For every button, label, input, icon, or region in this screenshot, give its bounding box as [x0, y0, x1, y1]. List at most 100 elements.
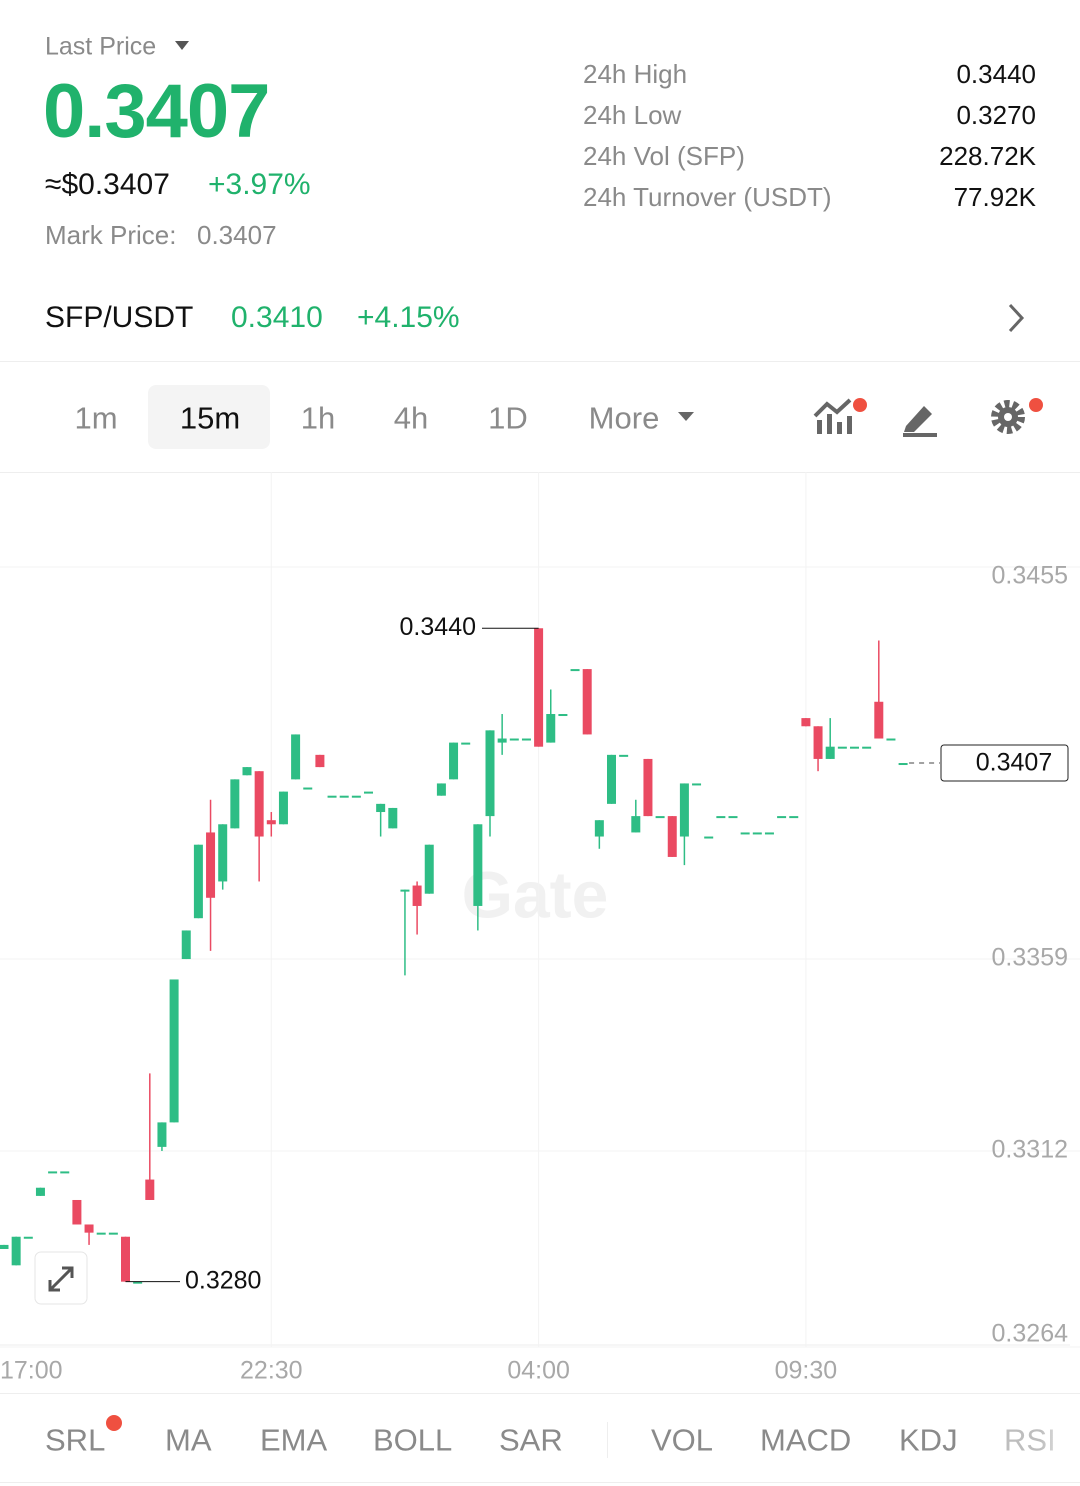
- candle-body: [667, 816, 677, 857]
- x-tick-label: 09:30: [775, 1357, 838, 1385]
- candle-body: [376, 803, 386, 813]
- candle-body: [764, 832, 774, 835]
- last-price-box: [940, 744, 1069, 782]
- indicator-tab[interactable]: BOLL: [373, 1422, 453, 1458]
- low-marker-label: 0.3280: [185, 1266, 261, 1294]
- approx-price: ≈$0.3407: [45, 168, 170, 201]
- timeframe-tab[interactable]: 1h: [300, 400, 336, 436]
- candle-body: [108, 1232, 118, 1235]
- candle-body: [400, 889, 410, 892]
- candle-body: [278, 791, 288, 825]
- candle-body: [11, 1236, 21, 1266]
- candle-body: [692, 783, 702, 786]
- x-tick-label: 17:00: [0, 1357, 63, 1385]
- candle-body: [534, 628, 544, 747]
- candle-body: [327, 795, 337, 798]
- candle-body: [655, 816, 665, 819]
- candle-body: [874, 701, 884, 739]
- candle-body: [752, 832, 762, 835]
- timeframe-tab[interactable]: 1m: [74, 400, 118, 436]
- y-tick-label: 0.3264: [992, 1320, 1069, 1348]
- indicator-icon[interactable]: [810, 392, 870, 442]
- indicator-tab[interactable]: SAR: [499, 1422, 563, 1458]
- candle-body: [121, 1236, 130, 1282]
- indicator-tab[interactable]: MA: [165, 1422, 212, 1458]
- candle-body: [837, 746, 847, 749]
- candle-body: [35, 1187, 45, 1196]
- candle-body: [789, 816, 799, 819]
- stat-label: 24h Vol (SFP): [583, 141, 745, 171]
- badge: [106, 1415, 122, 1431]
- candle-body: [825, 746, 835, 759]
- candle-body: [449, 742, 459, 780]
- candle-body: [862, 746, 872, 749]
- expand-icon: [48, 1266, 74, 1292]
- x-tick-label: 22:30: [240, 1357, 303, 1385]
- pair-symbol[interactable]: SFP/USDT: [45, 301, 194, 334]
- last-price-label: 0.3407: [976, 749, 1052, 777]
- candle-body: [570, 669, 580, 672]
- candle-body: [813, 726, 823, 759]
- divider: [0, 1393, 1080, 1394]
- indicator-tab[interactable]: VOL: [651, 1422, 714, 1458]
- candle-body: [181, 930, 191, 960]
- stat-value: 0.3440: [956, 59, 1036, 89]
- draw-icon[interactable]: [900, 398, 940, 438]
- candle-body: [145, 1179, 155, 1200]
- candle-body: [740, 832, 750, 835]
- candle-body: [242, 767, 252, 776]
- candle-body: [291, 734, 301, 780]
- separator: [607, 1422, 608, 1458]
- candle-body: [193, 844, 203, 919]
- caret: [678, 412, 694, 421]
- mark-price: 0.3407: [197, 220, 277, 250]
- candle-body: [0, 1244, 9, 1249]
- indicator-tab[interactable]: EMA: [260, 1422, 328, 1458]
- candle-body: [521, 738, 531, 741]
- candle-body: [679, 783, 689, 837]
- candle-body: [558, 714, 568, 717]
- divider: [0, 472, 1080, 473]
- indicator-tab[interactable]: MACD: [760, 1422, 852, 1458]
- timeframe-tab[interactable]: 4h: [393, 400, 429, 436]
- watermark: Gate: [462, 857, 609, 931]
- candle-body: [461, 742, 471, 745]
- caret: [175, 41, 189, 50]
- candle-body: [643, 758, 653, 817]
- candle-body: [424, 844, 434, 894]
- stat-label: 24h Turnover (USDT): [583, 182, 832, 212]
- timeframe-tab[interactable]: 1D: [488, 400, 528, 436]
- candle-body: [206, 832, 216, 898]
- indicator-tab[interactable]: SRL: [45, 1422, 106, 1458]
- x-tick-label: 04:00: [507, 1357, 570, 1385]
- candle-body: [497, 738, 507, 743]
- stat-label: 24h Low: [583, 100, 682, 130]
- active-tab-bg: [148, 385, 270, 449]
- candle-body: [133, 1281, 143, 1284]
- last-price-label[interactable]: Last Price: [45, 32, 157, 61]
- divider: [0, 1482, 1080, 1483]
- candle-body: [777, 816, 787, 819]
- candle-body: [801, 718, 811, 727]
- settings-icon[interactable]: [988, 394, 1048, 438]
- candle-body: [485, 730, 495, 817]
- stat-label: 24h High: [583, 59, 688, 89]
- chevron[interactable]: [1005, 302, 1027, 334]
- divider: [0, 361, 1080, 362]
- candle-body: [254, 771, 264, 837]
- candle-body: [84, 1224, 94, 1233]
- timeframe-tab[interactable]: 15m: [179, 400, 241, 436]
- timeframe-tab[interactable]: More: [588, 400, 660, 436]
- candle-body: [218, 824, 228, 882]
- candle-body: [60, 1171, 70, 1174]
- candle-body: [607, 754, 616, 804]
- indicator-tab[interactable]: KDJ: [899, 1422, 958, 1458]
- y-tick-label: 0.3359: [992, 944, 1068, 972]
- candle-body: [728, 816, 738, 819]
- stat-value: 0.3270: [956, 100, 1036, 130]
- fade: [1040, 1415, 1080, 1465]
- price-change: +3.97%: [208, 168, 311, 201]
- expand-button[interactable]: [34, 1251, 88, 1305]
- candle-body: [509, 738, 519, 741]
